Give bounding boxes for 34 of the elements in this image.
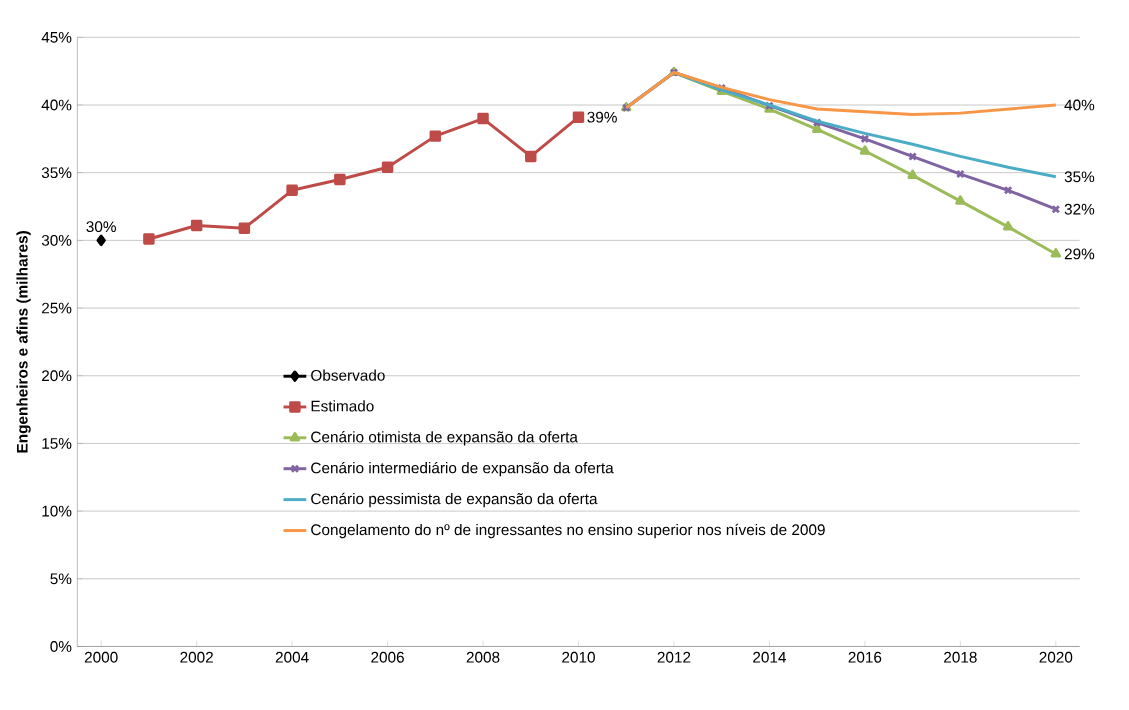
x-tick-label: 2008	[466, 651, 500, 663]
legend-label: Observado	[311, 369, 385, 381]
legend-label: Estimado	[311, 400, 374, 412]
x-tick-label: 2012	[657, 651, 691, 663]
y-tick-label: 15%	[42, 437, 72, 449]
x-tick-label: 2010	[562, 651, 595, 663]
data-label: 32%	[1064, 203, 1095, 215]
data-label: 30%	[86, 221, 116, 232]
x-tick-label: 2016	[848, 651, 882, 663]
data-label: 29%	[1064, 248, 1095, 260]
legend-label: Cenário otimista de expansão da oferta	[311, 430, 578, 446]
data-label: 40%	[1064, 99, 1095, 111]
x-tick-label: 2004	[275, 651, 309, 663]
data-label: 35%	[1064, 171, 1095, 182]
x-tick-label: 2002	[180, 651, 213, 663]
x-tick-label: 2020	[1039, 651, 1073, 663]
y-tick-label: 10%	[42, 505, 72, 517]
legend-label: Cenário intermediário de expansão da oferta	[311, 461, 614, 477]
y-tick-label: 45%	[41, 31, 72, 43]
y-tick-label: 0%	[50, 640, 72, 652]
x-tick-label: 2006	[371, 651, 404, 663]
y-tick-label: 40%	[41, 99, 72, 111]
x-tick-label: 2000	[84, 651, 118, 663]
legend-label: Cenário pessimista de expansão da oferta	[311, 492, 598, 508]
y-axis-title: Engenheiros e afins (milhares)	[16, 230, 31, 453]
x-tick-label: 2018	[944, 651, 977, 663]
x-tick-label: 2014	[753, 651, 787, 663]
y-tick-label: 35%	[41, 167, 72, 178]
y-tick-label: 30%	[41, 234, 72, 246]
data-label: 39%	[587, 111, 617, 123]
y-tick-label: 5%	[50, 573, 72, 584]
y-tick-label: 25%	[42, 302, 72, 314]
y-tick-label: 20%	[42, 370, 72, 381]
legend-label: Congelamento do nº de ingressantes no ensino superior nos níveis de 2009	[311, 523, 825, 538]
